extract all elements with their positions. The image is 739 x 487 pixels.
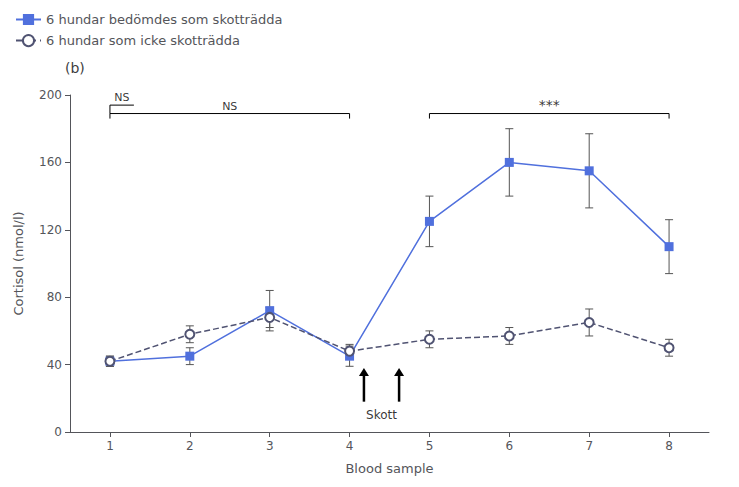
svg-text:40: 40 [47,358,62,372]
svg-text:3: 3 [266,439,274,453]
svg-text:(b): (b) [65,60,85,76]
svg-text:8: 8 [665,439,673,453]
svg-text:1: 1 [106,439,114,453]
svg-text:6 hundar som icke skotträdda: 6 hundar som icke skotträdda [46,33,240,48]
svg-text:Skott: Skott [366,408,397,422]
svg-text:***: *** [539,97,560,113]
svg-text:160: 160 [39,155,62,169]
svg-text:6 hundar bedömdes som skotträd: 6 hundar bedömdes som skotträdda [46,12,282,27]
svg-text:80: 80 [47,290,62,304]
svg-text:4: 4 [346,439,354,453]
svg-text:2: 2 [186,439,194,453]
svg-text:0: 0 [54,425,62,439]
svg-text:NS: NS [114,91,129,104]
svg-text:5: 5 [426,439,434,453]
svg-text:NS: NS [222,100,237,113]
svg-text:Cortisol (nmol/l): Cortisol (nmol/l) [11,211,26,315]
svg-text:200: 200 [39,88,62,102]
svg-text:Blood sample: Blood sample [345,461,433,476]
svg-text:7: 7 [585,439,593,453]
svg-text:120: 120 [39,223,62,237]
svg-text:6: 6 [505,439,513,453]
